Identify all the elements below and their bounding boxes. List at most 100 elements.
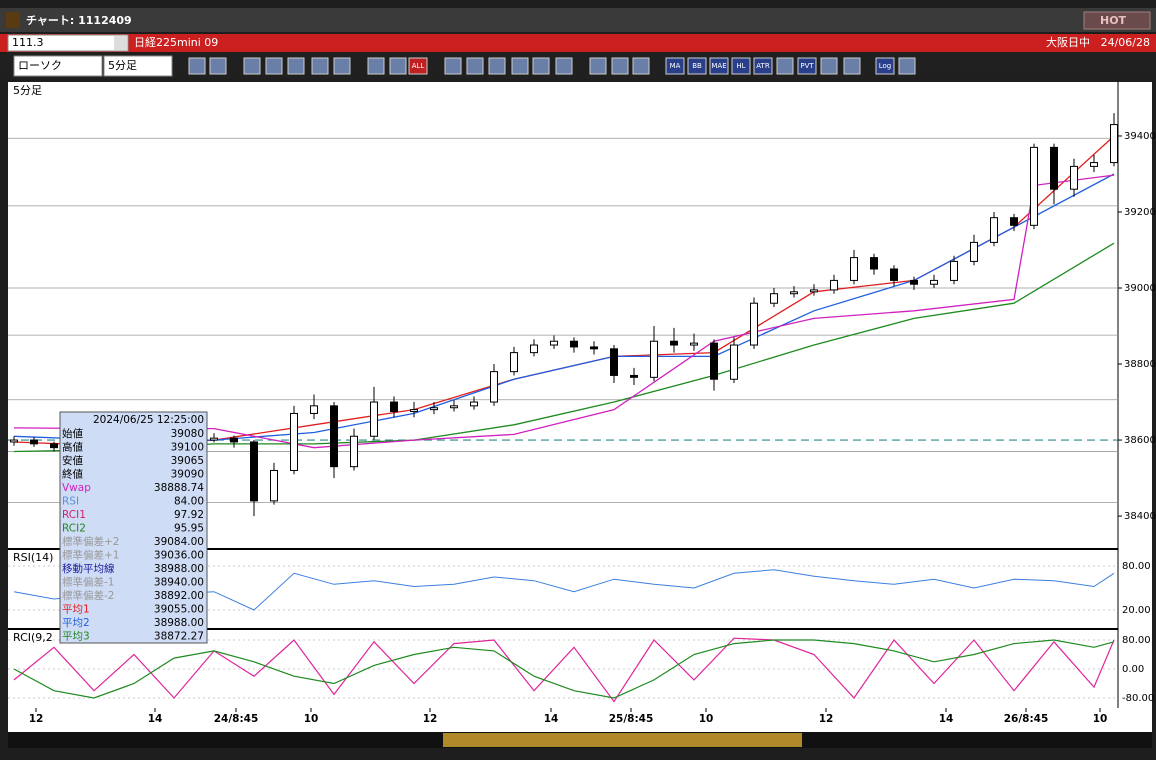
y-tick-label: 80.00	[1122, 561, 1151, 572]
candle-body	[910, 279, 918, 285]
info-value: 39090	[171, 469, 204, 481]
session: 大阪日中	[1046, 35, 1090, 49]
tool-icon[interactable]	[843, 57, 861, 75]
candle-body	[1070, 165, 1078, 190]
candle-body	[650, 340, 658, 378]
candle-body	[1030, 146, 1038, 226]
symbol-bar	[0, 34, 1156, 52]
panel-label: RCI(9,2	[13, 631, 53, 644]
info-label: 終値	[62, 468, 83, 481]
tool-icon[interactable]	[687, 57, 707, 75]
info-label: 標準偏差+2	[62, 535, 119, 548]
candle-body	[890, 268, 898, 281]
tool-icon[interactable]	[444, 57, 462, 75]
tool-icon-label: Log	[879, 62, 892, 70]
chart-type-select[interactable]	[13, 55, 103, 77]
tool-icon[interactable]	[333, 57, 351, 75]
y-tick-label: 0.00	[1122, 664, 1144, 675]
tool-icon-label: BB	[692, 62, 702, 70]
tool-icon[interactable]	[209, 57, 227, 75]
candle-body	[850, 257, 858, 281]
info-label: 平均2	[62, 617, 90, 629]
info-datetime: 2024/06/25 12:25:00	[93, 414, 204, 426]
tool-icon[interactable]	[367, 57, 385, 75]
candle-body	[310, 405, 318, 414]
x-tick-label: 24/8:45	[214, 713, 259, 725]
candle-body	[350, 435, 358, 468]
x-tick-label: 14	[939, 713, 954, 725]
candle-body	[730, 344, 738, 380]
tool-icon[interactable]	[243, 57, 261, 75]
tool-icon[interactable]	[665, 57, 685, 75]
tool-icon[interactable]	[408, 57, 428, 75]
tool-icon[interactable]	[875, 57, 895, 75]
tool-icon[interactable]	[632, 57, 650, 75]
candle-body	[1090, 162, 1098, 167]
tool-icon[interactable]	[488, 57, 506, 75]
tool-icon[interactable]	[466, 57, 484, 75]
info-label: 標準偏差+1	[62, 549, 119, 562]
interval-select[interactable]	[103, 55, 173, 77]
candle-body	[630, 374, 638, 378]
info-label: 高値	[62, 441, 83, 454]
info-value: 39055.00	[154, 604, 204, 616]
candle-body	[710, 342, 718, 380]
tool-icon-label: ATR	[756, 62, 770, 70]
info-label: 始値	[62, 427, 83, 440]
tool-icon[interactable]	[265, 57, 283, 75]
candle-body	[1010, 217, 1018, 226]
y-tick-label: 20.00	[1122, 605, 1151, 616]
tool-icon[interactable]	[389, 57, 407, 75]
info-label: RCI2	[62, 523, 86, 535]
tool-icon[interactable]	[511, 57, 529, 75]
candle-body	[990, 217, 998, 243]
x-tick-label: 10	[699, 713, 714, 725]
info-label: 平均1	[62, 604, 90, 616]
hot-button[interactable]	[1083, 11, 1151, 30]
tool-icon[interactable]	[776, 57, 794, 75]
candle-body	[530, 344, 538, 354]
candle-body	[230, 437, 238, 443]
info-label: RCI1	[62, 509, 86, 521]
tool-icon[interactable]	[820, 57, 838, 75]
tool-icon[interactable]	[555, 57, 573, 75]
candle-body	[10, 439, 18, 443]
tool-icon[interactable]	[311, 57, 329, 75]
x-tick-label: 12	[423, 713, 438, 725]
y-tick-label: 38600	[1124, 435, 1156, 446]
title-bar	[0, 8, 1156, 32]
symbol-input[interactable]	[7, 34, 129, 52]
tool-icon[interactable]	[753, 57, 773, 75]
tool-icon[interactable]	[589, 57, 607, 75]
tool-icon[interactable]	[709, 57, 729, 75]
y-tick-label: 39400	[1124, 131, 1156, 142]
tool-icon[interactable]	[898, 57, 916, 75]
tool-icon[interactable]	[287, 57, 305, 75]
tool-icon-label: ALL	[412, 62, 425, 70]
dropdown-btn[interactable]	[114, 36, 127, 50]
y-tick-label: 38800	[1124, 359, 1156, 370]
tool-icon[interactable]	[611, 57, 629, 75]
tool-icon[interactable]	[797, 57, 817, 75]
panel-label: RSI(14)	[13, 551, 53, 564]
candle-body	[50, 443, 58, 449]
y-tick-label: 39000	[1124, 283, 1156, 294]
hot-label: HOT	[1100, 14, 1127, 27]
tool-icon[interactable]	[532, 57, 550, 75]
candle-body	[30, 439, 38, 445]
average-line	[13, 174, 1115, 449]
candle-body	[950, 260, 958, 281]
scroll-thumb[interactable]	[443, 733, 802, 747]
candle-body	[1050, 146, 1058, 190]
x-tick-label: 12	[29, 713, 44, 725]
candle-body	[670, 340, 678, 346]
candle-body	[690, 342, 698, 346]
app-icon	[6, 12, 20, 28]
symbol-code: 111.3	[12, 36, 44, 49]
tool-icon[interactable]	[188, 57, 206, 75]
interval: 5分足	[108, 59, 137, 72]
candle-body	[370, 401, 378, 437]
candle-body	[610, 348, 618, 376]
candle-body	[430, 407, 438, 411]
tool-icon[interactable]	[731, 57, 751, 75]
